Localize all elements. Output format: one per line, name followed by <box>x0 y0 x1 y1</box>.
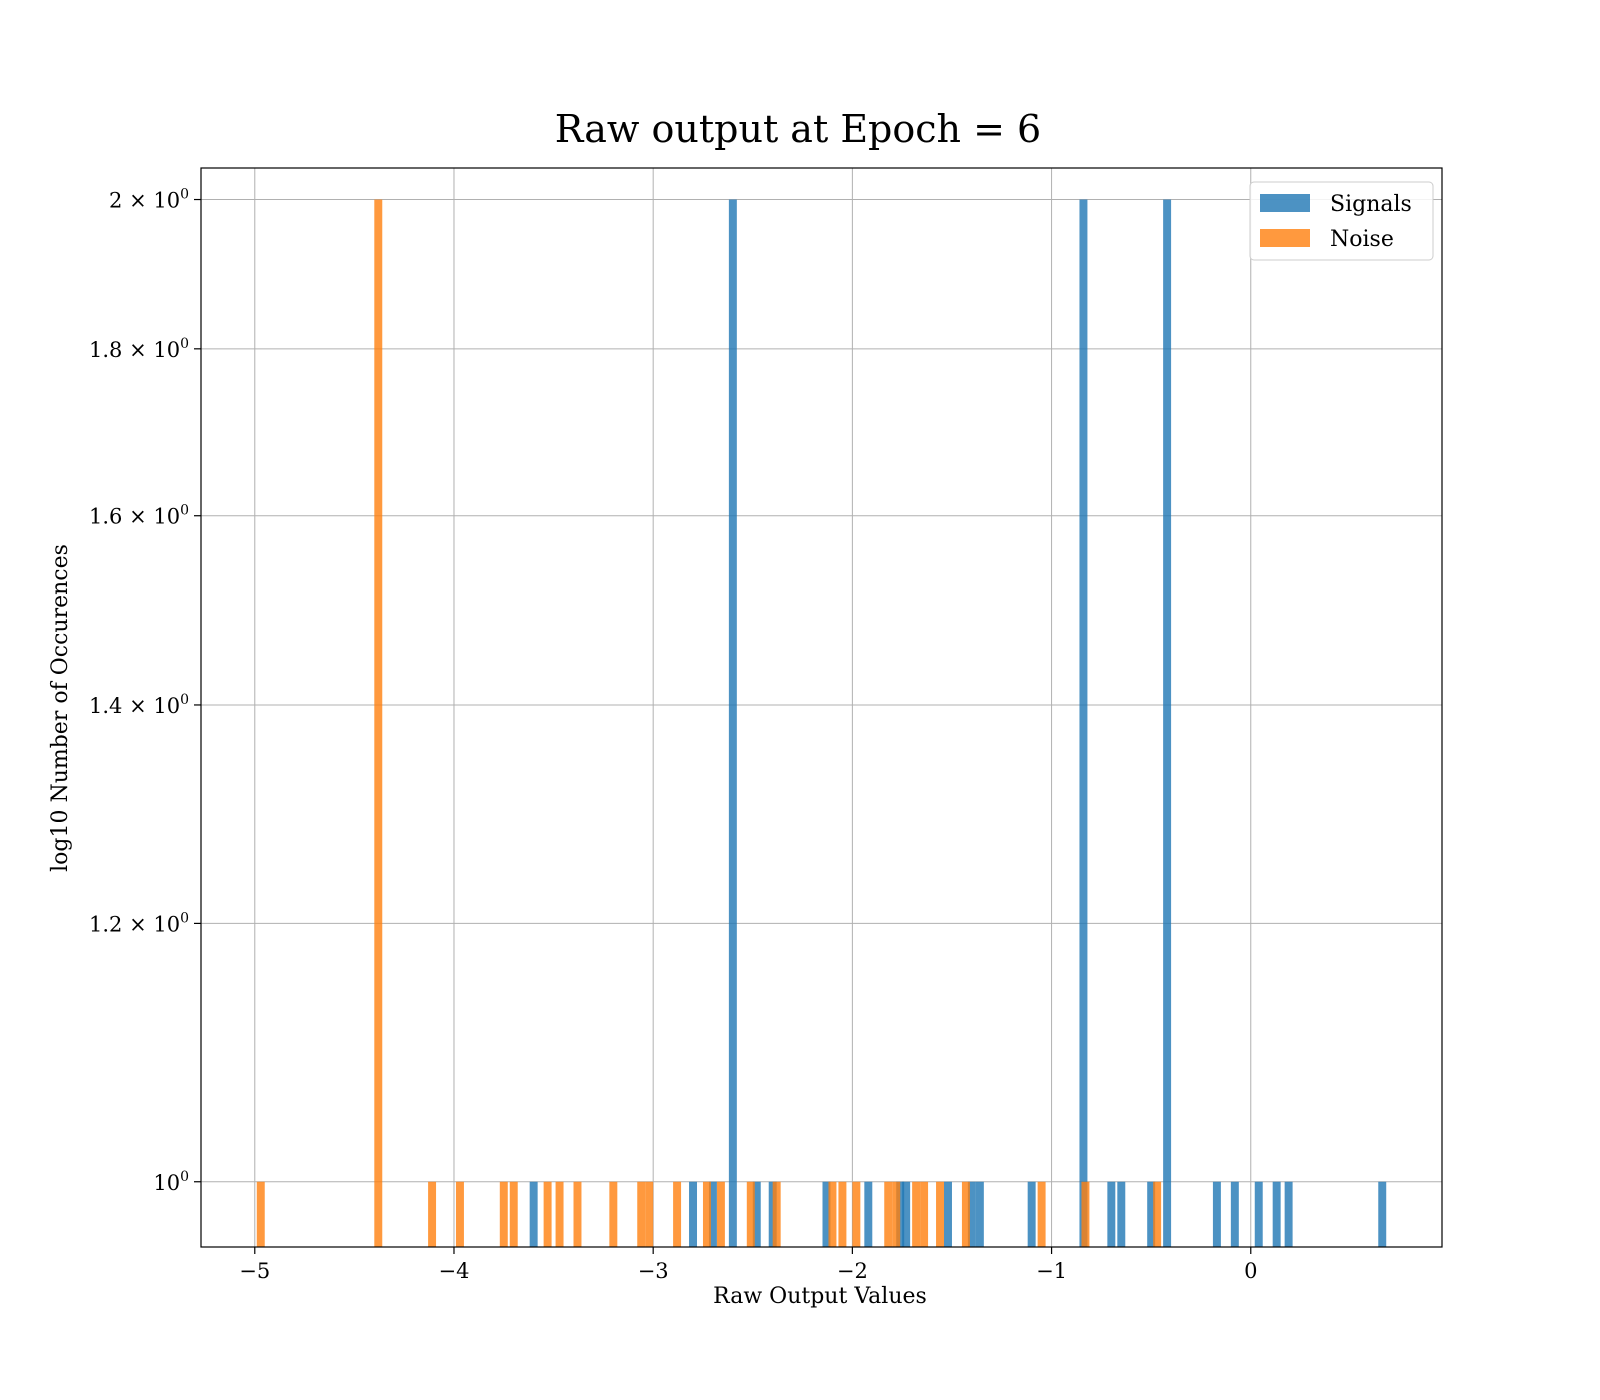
signals-bar <box>1107 1181 1116 1247</box>
x-tick-label: −3 <box>638 1259 669 1283</box>
signals-bar <box>967 1181 976 1247</box>
noise-bar <box>1081 1181 1090 1247</box>
grid-layer <box>201 168 1442 1247</box>
noise-bar <box>936 1181 945 1247</box>
x-tick-label: −1 <box>1036 1259 1067 1283</box>
signals-bar <box>864 1181 873 1247</box>
signals-bar <box>944 1181 952 1247</box>
noise-bar <box>499 1181 508 1247</box>
signals-bar <box>529 1181 538 1247</box>
plot-frame <box>200 167 1443 1248</box>
signals-bar <box>1027 1181 1036 1247</box>
noise-bar <box>609 1181 618 1247</box>
bars-layer <box>256 199 1387 1248</box>
signals-bar <box>902 1181 911 1247</box>
noise-bar <box>428 1181 437 1247</box>
signals-bar <box>822 1181 831 1247</box>
x-tick-label: −4 <box>438 1259 469 1283</box>
noise-bar <box>838 1181 847 1247</box>
y-tick-label: 100 <box>153 1169 189 1195</box>
signals-bar <box>752 1181 761 1247</box>
x-tick-label: −5 <box>239 1259 270 1283</box>
signals-legend-label: Signals <box>1330 192 1412 217</box>
y-tick-label: 2 × 100 <box>109 187 189 213</box>
noise-bar <box>920 1181 929 1247</box>
noise-legend-swatch <box>1260 229 1310 247</box>
signals-bar <box>1163 199 1172 1248</box>
noise-legend-label: Noise <box>1330 227 1394 252</box>
noise-bar <box>884 1181 893 1247</box>
noise-bar <box>892 1181 901 1247</box>
noise-bar <box>256 1181 265 1247</box>
noise-bar <box>772 1181 781 1247</box>
y-tick-label: 1.8 × 100 <box>89 336 189 362</box>
chart-title: Raw output at Epoch = 6 <box>555 107 1041 151</box>
signals-bar <box>689 1181 698 1247</box>
signals-bar <box>1147 1181 1156 1247</box>
noise-bar <box>637 1181 646 1247</box>
noise-bar <box>1037 1181 1046 1247</box>
y-axis-label: log10 Number of Occurences <box>48 544 73 872</box>
signals-legend-swatch <box>1260 194 1310 212</box>
y-tick-label: 1.4 × 100 <box>89 692 189 718</box>
noise-bar <box>852 1181 861 1247</box>
noise-bar <box>374 199 383 1248</box>
noise-bar <box>828 1181 837 1247</box>
noise-bar <box>645 1181 654 1247</box>
signals-bar <box>975 1181 984 1247</box>
x-axis-ticks: −5 −4 −3 −2 −1 0 <box>239 1247 1257 1283</box>
signals-bar <box>1230 1181 1239 1247</box>
signals-bar <box>1212 1181 1221 1247</box>
noise-bar <box>543 1181 552 1247</box>
noise-bar <box>912 1181 921 1247</box>
signals-bar <box>1079 199 1088 1248</box>
noise-bar <box>702 1181 711 1247</box>
noise-bar <box>961 1181 970 1247</box>
x-tick-label: 0 <box>1244 1259 1257 1283</box>
signals-bar <box>728 199 737 1248</box>
signals-bar <box>1284 1181 1293 1247</box>
y-axis-ticks: 100 1.2 × 100 1.4 × 100 1.6 × 100 1.8 × 100 2… <box>89 187 201 1195</box>
legend: Signals Noise <box>1249 181 1434 261</box>
noise-bar <box>1153 1181 1162 1247</box>
noise-bar <box>746 1181 755 1247</box>
signals-bar <box>708 1181 717 1247</box>
noise-bar <box>673 1181 682 1247</box>
noise-bar <box>573 1181 582 1247</box>
noise-bar <box>716 1181 725 1247</box>
signals-bar <box>1378 1181 1387 1247</box>
x-tick-label: −2 <box>837 1259 868 1283</box>
noise-bar <box>455 1181 464 1247</box>
noise-bar <box>555 1181 564 1247</box>
signals-bar <box>1117 1181 1126 1247</box>
y-tick-label: 1.6 × 100 <box>89 503 189 529</box>
noise-bar <box>509 1181 518 1247</box>
x-axis-label: Raw Output Values <box>713 1284 927 1309</box>
signals-bar <box>1272 1181 1281 1247</box>
y-tick-label: 1.2 × 100 <box>89 910 189 936</box>
signals-bar <box>1254 1181 1263 1247</box>
